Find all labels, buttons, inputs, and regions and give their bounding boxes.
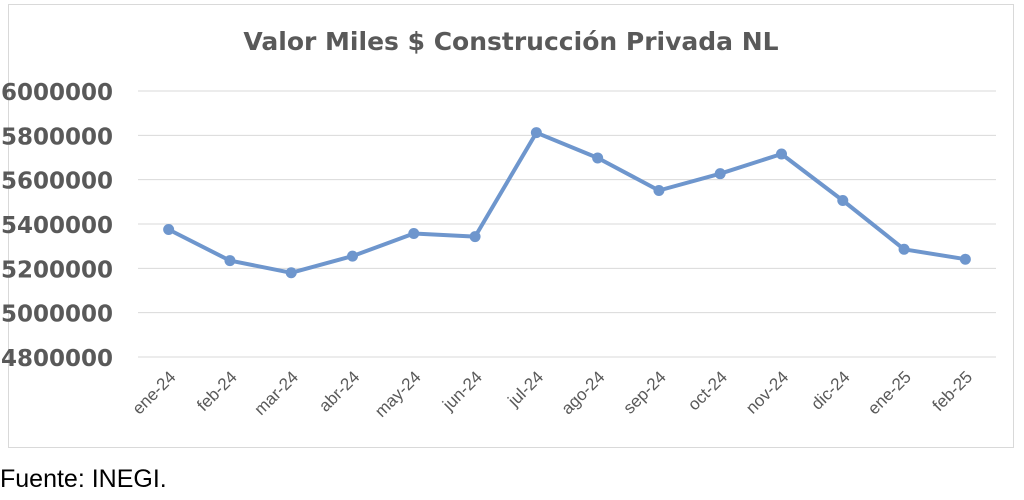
x-tick-label: may-24: [371, 367, 425, 421]
data-point: [408, 228, 420, 240]
gridlines: [138, 90, 996, 358]
y-axis-ticks: 4800000 5000000 5200000 5400000 5600000 58000…: [1, 80, 113, 372]
x-tick-label: dic-24: [807, 367, 853, 413]
data-point: [592, 152, 604, 164]
y-tick-label: 5200000: [1, 257, 113, 283]
x-tick-label: ene-24: [129, 367, 180, 418]
x-tick-label: ago-24: [558, 367, 609, 418]
x-tick-label: mar-24: [251, 367, 303, 419]
data-point: [224, 255, 236, 267]
y-tick-label: 5000000: [1, 302, 113, 328]
x-tick-label: jun-24: [438, 367, 486, 415]
x-tick-label: sep-24: [620, 367, 670, 417]
data-point: [163, 224, 175, 236]
y-tick-label: 5600000: [1, 169, 113, 195]
y-tick-label: 5400000: [1, 213, 113, 239]
y-tick-label: 6000000: [1, 80, 113, 106]
series-layer: [163, 127, 971, 279]
series-line: [166, 130, 968, 275]
x-tick-label: feb-24: [193, 367, 241, 415]
data-point: [530, 127, 542, 139]
x-tick-label: ene-25: [864, 367, 915, 418]
y-tick-label: 5800000: [1, 124, 113, 150]
x-tick-label: nov-24: [742, 367, 792, 417]
x-axis-ticks: ene-24 feb-24 mar-24 abr-24 may-24 jun-24 jul-…: [129, 367, 977, 421]
data-point: [285, 267, 297, 279]
x-tick-label: jul-24: [504, 367, 548, 411]
data-point: [469, 231, 481, 243]
chart-title: Valor Miles $ Construcción Privada NL: [243, 27, 779, 56]
data-point: [837, 195, 849, 207]
x-tick-label: oct-24: [684, 367, 731, 414]
x-tick-label: abr-24: [315, 367, 363, 415]
y-tick-label: 4800000: [1, 346, 113, 372]
data-point: [959, 253, 971, 265]
data-point: [653, 185, 665, 197]
data-point: [898, 243, 910, 255]
chart-frame: Valor Miles $ Construcción Privada NL: [8, 4, 1014, 448]
data-point: [776, 148, 787, 160]
line-chart: 4800000 5000000 5200000 5400000 5600000 58000…: [1, 80, 996, 421]
data-point: [714, 168, 726, 180]
data-point: [347, 250, 358, 262]
source-note: Fuente: INEGI.: [0, 465, 167, 493]
x-tick-label: feb-25: [929, 367, 977, 415]
